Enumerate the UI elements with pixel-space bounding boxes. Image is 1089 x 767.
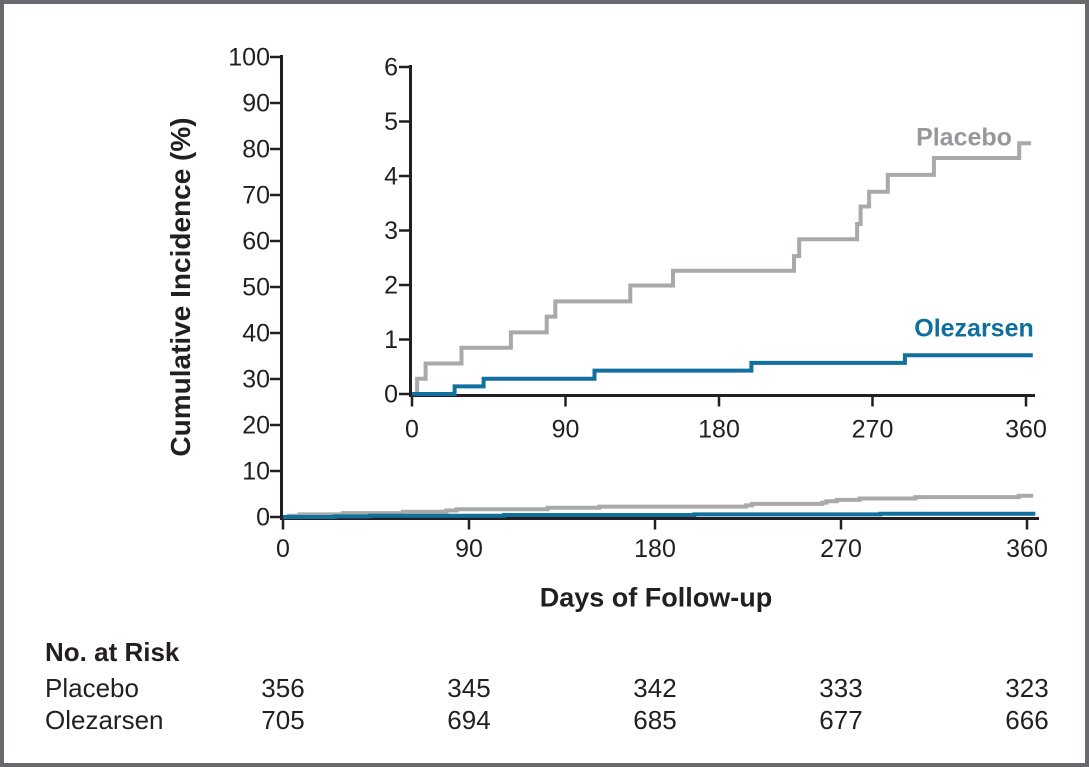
inset-y-tick-label: 6: [384, 54, 398, 82]
risk-count: 694: [447, 705, 491, 735]
main-y-tick-label: 60: [242, 228, 270, 256]
inset-y-tick-label: 1: [384, 326, 398, 354]
inset-plot: 0 1 2 3 4 5 6 0 90 180 270 360: [384, 54, 1047, 444]
risk-table-row-placebo: Placebo 356 345 342 333 323: [4, 673, 1085, 703]
inset-curve-olezarsen: [412, 353, 1033, 396]
main-y-tick-label: 80: [242, 136, 270, 164]
risk-table-row-olezarsen: Olezarsen 705 694 685 677 666: [4, 705, 1085, 735]
main-y-tick-label: 70: [242, 182, 270, 210]
main-y-tick-label: 40: [242, 320, 270, 348]
risk-count: 705: [261, 705, 305, 735]
main-y-tick-label: 0: [256, 504, 270, 532]
inset-x-tick-label: 0: [405, 416, 419, 444]
main-x-tick-label: 270: [820, 535, 862, 563]
main-y-tick-label: 10: [242, 458, 270, 486]
main-x-tick-label: 180: [634, 535, 676, 563]
main-y-tick-label: 20: [242, 412, 270, 440]
olezarsen-series-label: Olezarsen: [914, 314, 1034, 343]
risk-count: 342: [633, 673, 677, 703]
risk-count: 345: [447, 673, 491, 703]
inset-y-tick-label: 5: [384, 108, 398, 136]
risk-row-label: Olezarsen: [45, 705, 164, 735]
risk-count: 323: [1005, 673, 1049, 703]
risk-count: 666: [1005, 705, 1049, 735]
inset-y-tick-label: 3: [384, 217, 398, 245]
inset-curve-placebo: [412, 141, 1032, 396]
inset-x-tick-label: 360: [1005, 416, 1047, 444]
main-x-tick-label: 360: [1006, 535, 1048, 563]
main-y-tick-label: 50: [242, 274, 270, 302]
x-axis-title: Days of Follow-up: [539, 582, 773, 613]
risk-row-label: Placebo: [45, 673, 139, 703]
y-axis-title: Cumulative Incidence (%): [165, 117, 196, 457]
risk-count: 685: [633, 705, 677, 735]
risk-count: 677: [819, 705, 863, 735]
main-x-tick-label: 90: [455, 535, 483, 563]
risk-count: 333: [819, 673, 863, 703]
inset-x-tick-label: 180: [698, 416, 740, 444]
main-curve-placebo: [283, 493, 1034, 519]
main-y-tick-label: 100: [228, 44, 270, 72]
main-y-tick-label: 30: [242, 366, 270, 394]
risk-count: 356: [261, 673, 305, 703]
main-curve-olezarsen: [283, 511, 1036, 519]
risk-table-header: No. at Risk: [45, 637, 180, 667]
inset-x-tick-label: 270: [852, 416, 894, 444]
main-x-tick-label: 0: [276, 535, 290, 563]
inset-x-tick-label: 90: [552, 416, 580, 444]
inset-y-tick-label: 4: [384, 163, 398, 191]
inset-y-tick-label: 0: [384, 381, 398, 409]
inset-y-tick-label: 2: [384, 272, 398, 300]
placebo-series-label: Placebo: [916, 123, 1012, 152]
main-y-tick-label: 90: [242, 90, 270, 118]
